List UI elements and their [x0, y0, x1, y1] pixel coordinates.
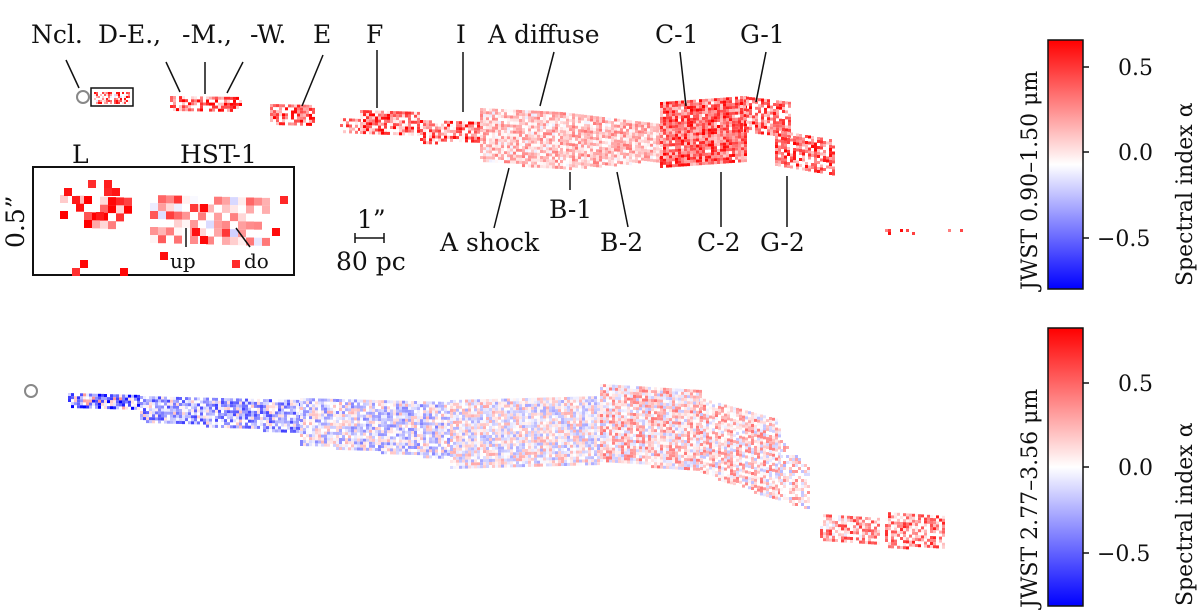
inset-label-up: up	[170, 249, 196, 273]
bottom-colorbar: JWST 2.77–3.56 μm 0.5 0.0 −0.5 Spectral …	[1018, 327, 1198, 610]
top-jet-map	[76, 87, 963, 235]
bottom-jet-map	[24, 384, 945, 550]
label-g-1: G-1	[740, 20, 785, 49]
label-g-2: G-2	[760, 228, 805, 257]
scale-bar-arcsec: 1”	[357, 205, 386, 234]
label-c-2: C-2	[697, 228, 740, 257]
label-a-diffuse: A diffuse	[487, 20, 600, 49]
top-feature-labels: Ncl. D-E., -M., -W. E F I A diffuse C-1 …	[31, 20, 805, 257]
hst1-inset: L HST-1 up do 0.5”	[1, 140, 295, 276]
label-d-e: D-E.,	[98, 20, 161, 49]
label-d-m: -M.,	[182, 20, 232, 49]
bottom-tick-pos: 0.5	[1118, 372, 1153, 397]
bottom-colorbar-bar	[1047, 327, 1084, 607]
inset-label-l: L	[72, 140, 89, 169]
label-c-1: C-1	[655, 20, 698, 49]
label-b-1: B-1	[549, 195, 592, 224]
inset-frame	[32, 166, 295, 276]
label-b-2: B-2	[600, 228, 643, 257]
top-colorbar-index: Spectral index α	[1173, 102, 1198, 286]
top-colorbar-bar	[1047, 39, 1084, 290]
top-colorbar-wavelength: JWST 0.90–1.50 μm	[1018, 71, 1043, 292]
bottom-tick-neg: −0.5	[1097, 542, 1150, 567]
label-f: F	[366, 20, 383, 49]
label-i: I	[456, 20, 466, 49]
top-colorbar: JWST 0.90–1.50 μm 0.5 0.0 −0.5 Spectral …	[1018, 39, 1198, 292]
scale-bar-pc: 80 pc	[336, 247, 406, 276]
label-e: E	[313, 20, 331, 49]
top-leader-lines	[65, 50, 788, 229]
inset-label-hst-1: HST-1	[180, 140, 257, 169]
inset-source-box	[90, 87, 134, 107]
top-tick-pos: 0.5	[1118, 56, 1153, 81]
label-ncl: Ncl.	[31, 20, 83, 49]
top-tick-neg: −0.5	[1097, 227, 1150, 252]
bottom-colorbar-index: Spectral index α	[1173, 422, 1198, 606]
inset-scale-label: 0.5”	[1, 195, 30, 248]
inset-label-do: do	[244, 249, 269, 273]
nucleus-marker	[76, 90, 90, 104]
scale-bar: 1” 80 pc	[336, 205, 406, 276]
label-a-shock: A shock	[439, 228, 540, 257]
nucleus-marker-bottom	[24, 384, 38, 398]
bottom-tick-zero: 0.0	[1118, 456, 1153, 481]
bottom-colorbar-wavelength: JWST 2.77–3.56 μm	[1018, 389, 1043, 610]
label-d-w: -W.	[250, 20, 286, 49]
top-tick-zero: 0.0	[1118, 141, 1153, 166]
